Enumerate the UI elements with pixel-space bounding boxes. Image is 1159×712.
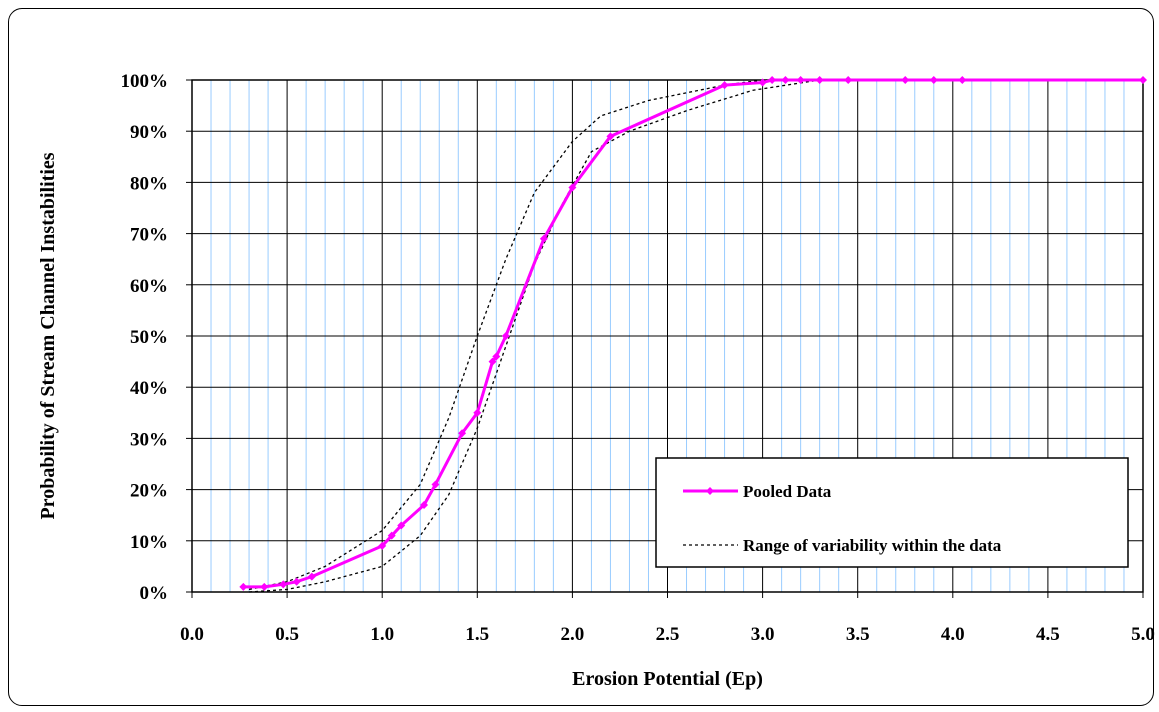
pooled-data-point <box>568 183 577 192</box>
x-tick-label: 4.0 <box>941 624 965 645</box>
range-series-line <box>249 79 1143 593</box>
legend-pooled-marker <box>706 487 714 495</box>
tick-labels: 0.0 0.5 1.0 1.5 2.0 2.5 3.0 3.5 4.0 4.5 5.0 0% 10% 20… <box>121 71 1155 645</box>
series-layer <box>239 76 1147 593</box>
pooled-data-point <box>1139 76 1147 84</box>
pooled-data-point <box>431 480 440 489</box>
x-tick-label: 5.0 <box>1131 624 1155 645</box>
legend-box <box>655 457 1129 568</box>
y-tick-label: 70% <box>130 225 168 246</box>
pooled-data-point <box>539 234 548 243</box>
x-tick-label: 0.5 <box>275 624 299 645</box>
pooled-data-point <box>929 76 938 84</box>
x-tick-label: 3.5 <box>846 624 870 645</box>
x-tick-label: 2.0 <box>561 624 585 645</box>
x-tick-label: 0.0 <box>180 624 204 645</box>
pooled-data-point <box>815 76 824 84</box>
x-tick-label: 1.0 <box>370 624 394 645</box>
pooled-data-point <box>958 76 967 84</box>
legend: Pooled Data Range of variability within … <box>655 457 1129 568</box>
pooled-data-point <box>260 582 269 591</box>
plot-border <box>191 79 1144 593</box>
y-tick-label: 10% <box>130 532 168 553</box>
pooled-data-point <box>307 572 316 581</box>
x-axis-title: Erosion Potential (Ep) <box>572 668 763 690</box>
pooled-data-point <box>387 531 396 540</box>
pooled-data-point <box>488 357 497 366</box>
pooled-data-point <box>458 429 467 438</box>
pooled-data-point <box>279 580 288 589</box>
pooled-data-point <box>397 521 406 530</box>
pooled-data-point <box>492 352 501 361</box>
y-tick-label: 60% <box>130 276 168 297</box>
legend-pooled-label: Pooled Data <box>743 482 832 501</box>
legend-range-label: Range of variability within the data <box>743 536 1002 555</box>
pooled-data-point <box>378 541 387 550</box>
pooled-data-point <box>239 582 248 591</box>
pooled-data-point <box>768 76 777 84</box>
y-tick-label: 0% <box>140 583 169 604</box>
pooled-data-point <box>758 78 767 87</box>
x-tick-label: 2.5 <box>656 624 680 645</box>
pooled-data-point <box>720 81 729 90</box>
pooled-data-point <box>781 76 790 84</box>
y-tick-label: 20% <box>130 481 168 502</box>
y-tick-label: 100% <box>121 71 169 92</box>
pooled-data-point <box>606 132 615 141</box>
legend-marker-diamond <box>706 487 714 495</box>
x-tick-label: 4.5 <box>1036 624 1060 645</box>
y-tick-label: 80% <box>130 173 168 194</box>
pooled-data-point <box>844 76 853 84</box>
pooled-data-point <box>292 577 301 586</box>
y-axis-title: Probability of Stream Channel Instabilit… <box>37 152 59 519</box>
y-tick-label: 50% <box>130 327 168 348</box>
pooled-data-point <box>501 332 510 340</box>
pooled-data-point <box>796 76 805 84</box>
pooled-data-point <box>420 500 429 509</box>
x-tick-label: 3.0 <box>751 624 775 645</box>
x-tick-label: 1.5 <box>465 624 489 645</box>
y-tick-label: 40% <box>130 378 168 399</box>
y-tick-label: 30% <box>130 429 168 450</box>
pooled-data-point <box>473 408 482 417</box>
y-tick-label: 90% <box>130 122 168 143</box>
pooled-data-point <box>901 76 910 84</box>
